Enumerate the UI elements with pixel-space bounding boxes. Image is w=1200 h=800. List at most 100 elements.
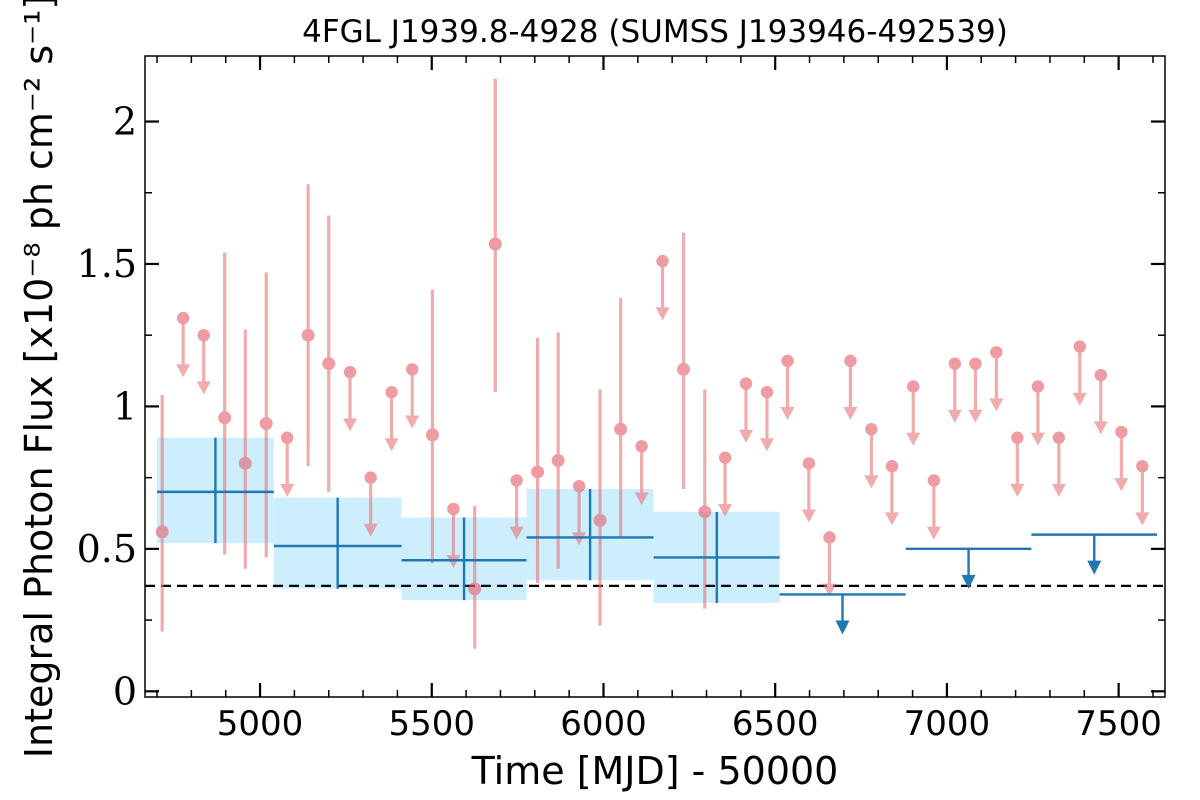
fine-bin-marker: [488, 237, 502, 251]
x-tick-label: 7000: [904, 704, 991, 744]
fine-bin-upper-limit-marker: [1094, 368, 1107, 382]
fine-bin-upper-limit-marker: [739, 377, 753, 390]
fine-bin-upper-limit: [926, 474, 941, 540]
fine-bin-marker: [238, 456, 252, 470]
fine-bin-upper-limit-arrow: [343, 418, 358, 432]
fine-bin-upper-limit-marker: [990, 346, 1003, 359]
fine-bin-upper-limit: [446, 502, 461, 569]
fine-bin-point: [551, 332, 565, 569]
fine-bin-upper-limit-marker: [865, 423, 878, 436]
fine-bin-point: [259, 272, 273, 558]
fine-bin-upper-limit-arrow: [1051, 483, 1066, 497]
fine-bin-upper-limit-marker: [1011, 431, 1024, 444]
fine-bin-series: [155, 78, 1150, 649]
y-tick-labels: 0 0.5 1 1.5 2: [77, 100, 137, 714]
fine-bin-upper-limit-arrow: [572, 532, 587, 546]
fine-bin-upper-limit-arrow: [655, 307, 670, 321]
fine-bin-upper-limit-arrow: [363, 523, 378, 537]
plot-frame: [144, 55, 1166, 698]
fine-bin-upper-limit-arrow: [176, 364, 191, 378]
fine-bin-marker: [218, 411, 232, 425]
fine-bin-upper-limit: [343, 366, 358, 432]
fine-bin-marker: [301, 328, 315, 342]
fine-bin-upper-limit-arrow: [1072, 392, 1087, 406]
fine-bin-upper-limit-marker: [823, 531, 836, 544]
fine-bin-upper-limit: [405, 363, 420, 429]
fine-bin-upper-limit: [801, 457, 816, 523]
fine-bin-point: [593, 389, 607, 626]
fine-bin-upper-limit: [884, 460, 899, 526]
x-axis-label: Time [MJD] - 50000: [471, 749, 839, 793]
fine-bin-point: [425, 289, 439, 564]
fine-bin-upper-limit-marker: [781, 354, 794, 368]
fine-bin-upper-limit: [1030, 380, 1045, 446]
x-tick-label: 6000: [560, 704, 647, 744]
coarse-bin-upper-limit: [779, 593, 906, 635]
fine-bin-upper-limit: [509, 474, 524, 540]
fine-bin-upper-limit-marker: [447, 502, 460, 516]
fine-bin-point: [468, 506, 482, 649]
fine-bin-upper-limit: [968, 357, 983, 423]
fine-bin-upper-limit-arrow: [718, 503, 733, 517]
x-tick-label: 5500: [389, 704, 476, 744]
y-tick-label: 0.5: [77, 527, 137, 571]
x-tick-label: 6500: [732, 704, 819, 744]
fine-bin-upper-limit: [280, 431, 295, 497]
fine-bin-upper-limit-marker: [885, 460, 899, 473]
fine-bin-point: [155, 395, 169, 632]
fine-bin-upper-limit-marker: [1031, 380, 1045, 393]
fine-bin-upper-limit-arrow: [1093, 421, 1108, 435]
fine-bin-upper-limit-arrow: [280, 483, 295, 497]
fine-bin-point: [698, 389, 712, 609]
y-tick-label: 2: [113, 100, 137, 144]
x-tick-label: 5000: [217, 704, 304, 744]
fine-bin-upper-limit-marker: [1115, 425, 1128, 439]
fine-bin-marker: [593, 513, 607, 527]
fine-bin-upper-limit-marker: [907, 380, 920, 393]
fine-bin-upper-limit: [718, 451, 733, 517]
coarse-bin-point: [157, 437, 274, 544]
fine-bin-upper-limit-arrow: [1114, 478, 1129, 492]
fine-bin-upper-limit-arrow: [947, 409, 962, 423]
fine-bin-marker: [551, 454, 565, 468]
fine-bin-upper-limit-arrow: [634, 492, 649, 506]
fine-bin-upper-limit: [822, 531, 837, 597]
fine-bin-point: [677, 232, 691, 490]
coarse-bin-upper-limit-arrow: [1087, 560, 1102, 575]
fine-bin-upper-limit: [196, 328, 211, 395]
fine-bin-marker: [698, 505, 712, 519]
fine-bin-upper-limit: [655, 254, 670, 321]
fine-bin-upper-limit-marker: [802, 457, 816, 470]
fine-bin-upper-limit-arrow: [405, 415, 420, 429]
fine-bin-upper-limit: [1051, 431, 1066, 497]
y-axis-label: Integral Photon Flux [x10⁻⁸ ph cm⁻² s⁻¹]: [17, 0, 61, 758]
fine-bin-upper-limit-marker: [1136, 460, 1149, 473]
y-tick-label: 0: [113, 669, 137, 713]
fine-bin-upper-limit-arrow: [968, 409, 983, 423]
fine-bin-upper-limit-marker: [969, 357, 982, 370]
fine-bin-upper-limit-arrow: [780, 406, 795, 420]
fine-bin-upper-limit: [947, 357, 962, 423]
fine-bin-upper-limit-arrow: [196, 381, 211, 395]
x-tick-labels: 5000 5500 6000 6500 7000 7500: [217, 704, 1162, 744]
fine-bin-upper-limit: [634, 440, 649, 506]
fine-bin-upper-limit-marker: [343, 366, 357, 379]
axis-ticks: [145, 56, 1165, 697]
fine-bin-upper-limit: [363, 471, 378, 537]
fine-bin-upper-limit-arrow: [926, 526, 941, 540]
coarse-bin-point: [653, 511, 780, 603]
fine-bin-marker: [425, 428, 439, 442]
fine-bin-upper-limit-arrow: [884, 512, 899, 526]
fine-bin-upper-limit-marker: [948, 357, 962, 370]
fine-bin-upper-limit-arrow: [843, 406, 858, 420]
fine-bin-upper-limit: [384, 385, 399, 452]
fine-bin-marker: [677, 362, 691, 376]
fine-bin-upper-limit-arrow: [822, 583, 837, 597]
fine-bin-upper-limit-arrow: [759, 438, 774, 452]
fine-bin-marker: [531, 465, 545, 479]
fine-bin-upper-limit-marker: [510, 474, 523, 487]
fine-bin-upper-limit-marker: [364, 471, 377, 484]
fine-bin-upper-limit-arrow: [989, 398, 1004, 412]
fine-bin-upper-limit: [780, 354, 795, 420]
